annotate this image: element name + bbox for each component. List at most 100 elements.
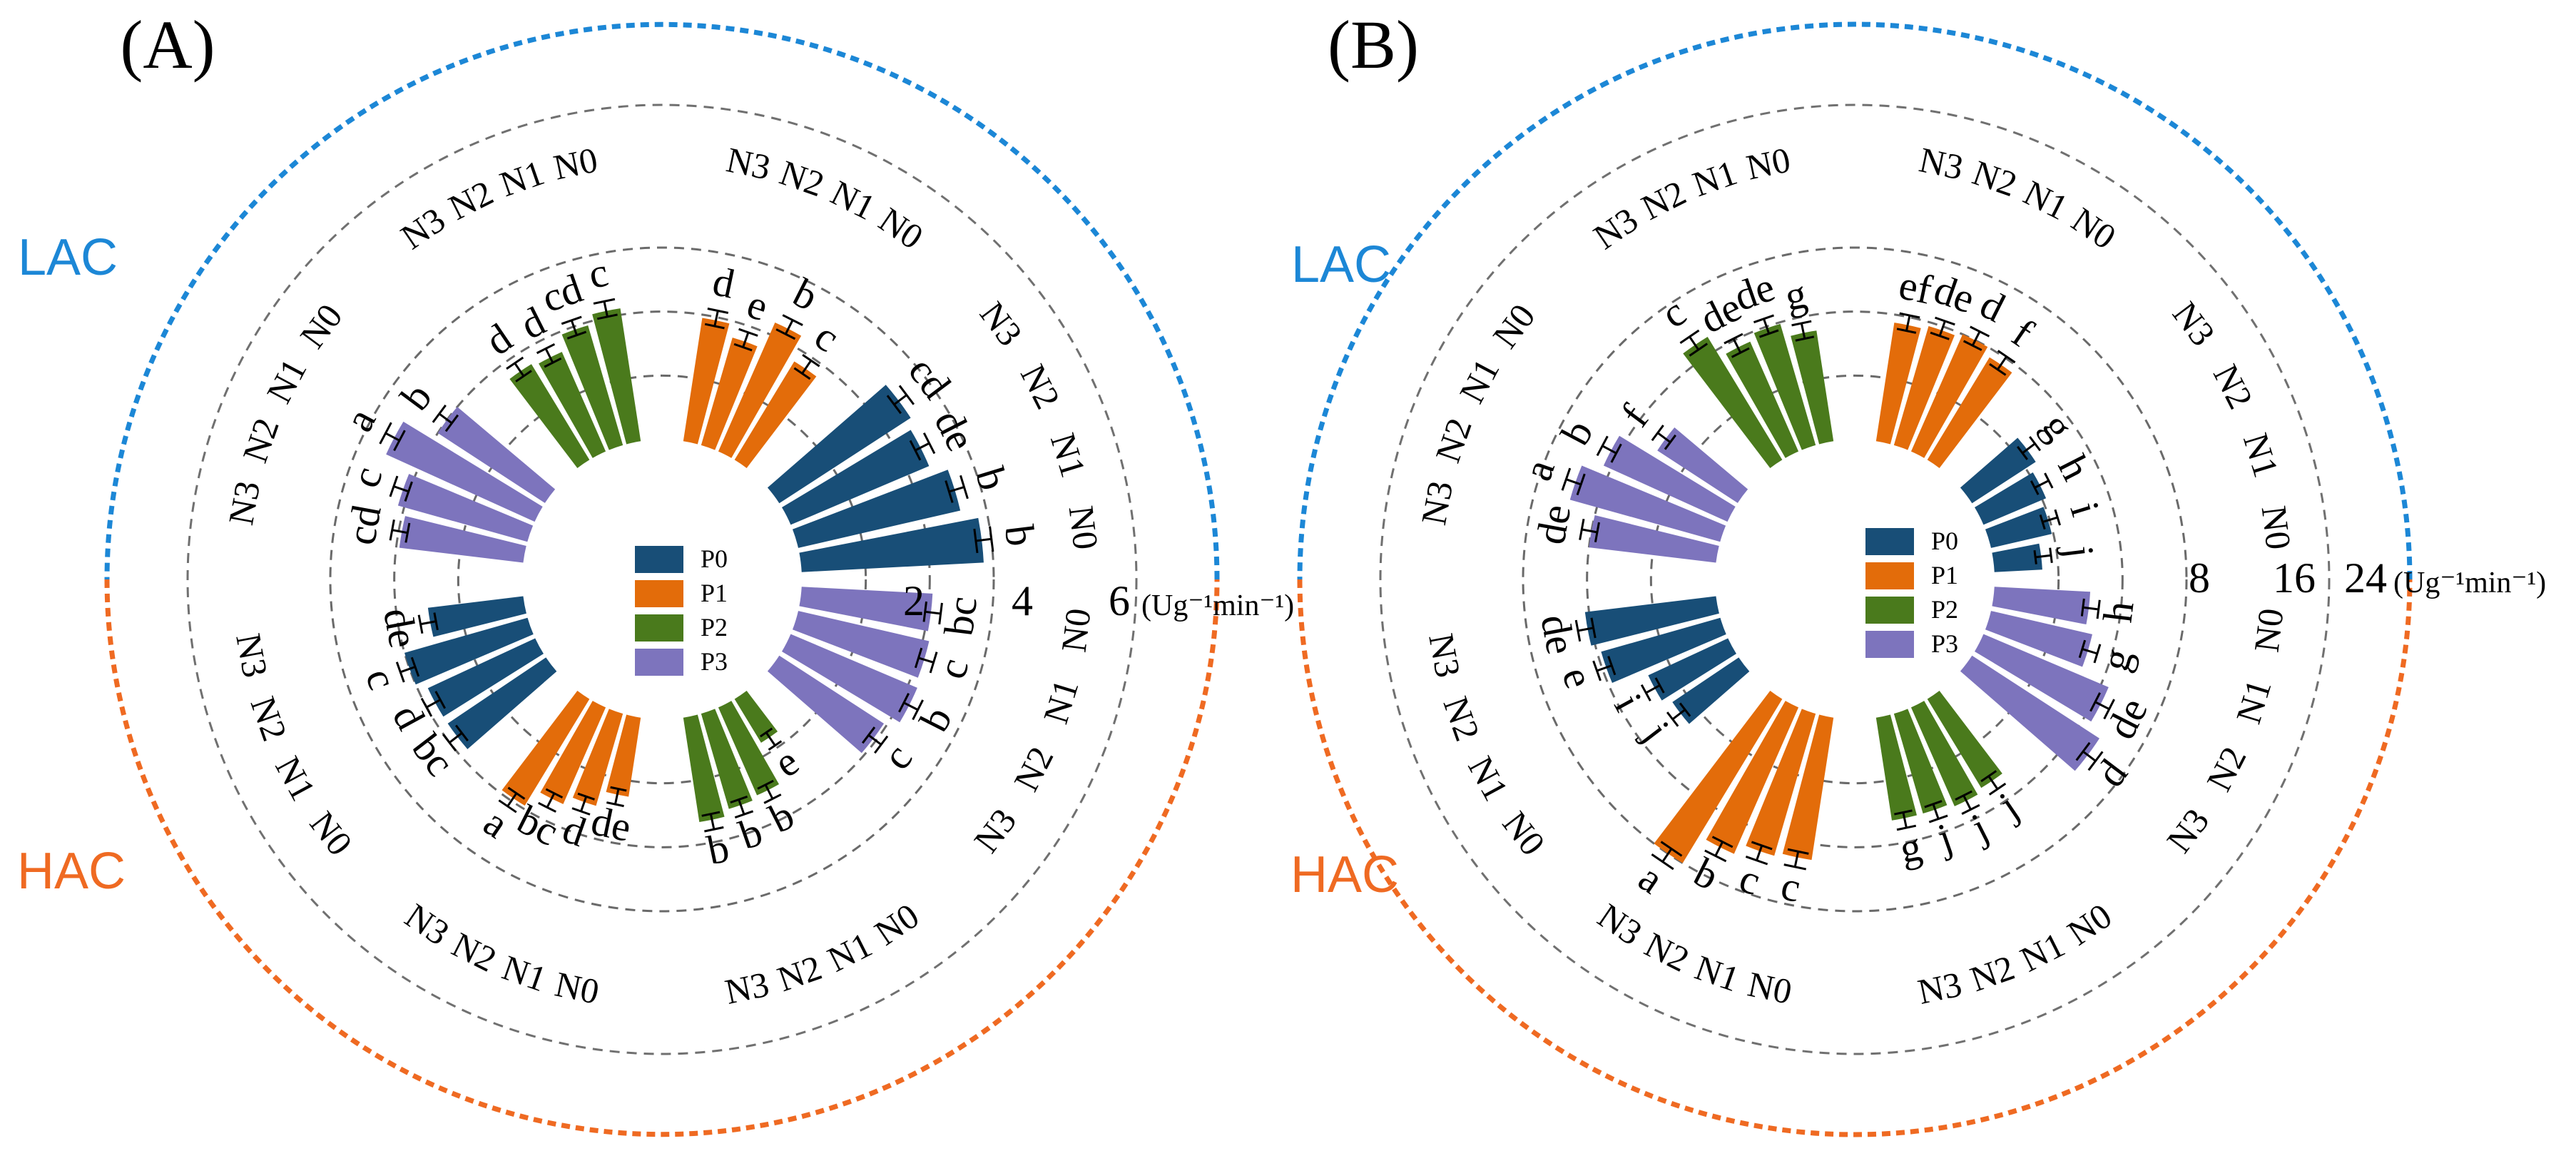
treatment-label: N3 <box>1916 139 1967 187</box>
error-bar-cap <box>1679 702 1691 717</box>
error-bar-cap <box>561 315 582 325</box>
grid-circle <box>1586 310 2124 848</box>
treatment-label: N3 <box>723 139 774 187</box>
bar-hac-p0-n1 <box>427 638 544 717</box>
significance-letter: g <box>2033 404 2082 448</box>
treatment-label: N3 <box>2165 294 2224 353</box>
legend-swatch-p3 <box>1865 631 1914 658</box>
error-bar <box>2034 480 2050 489</box>
error-bar-cap <box>454 724 469 741</box>
significance-letter: cd <box>536 265 588 321</box>
legend-swatch-p1 <box>1865 562 1914 589</box>
significance-letter: b <box>762 791 801 842</box>
error-bar-cap <box>768 740 783 751</box>
error-bar-cap <box>442 734 457 752</box>
bar-hac-p0-n0 <box>1672 657 1750 724</box>
unit-label: (Ug⁻¹min⁻¹) <box>2393 567 2546 599</box>
bar-lac-p2-n0 <box>1791 330 1834 445</box>
treatment-label: N2 <box>2199 740 2254 797</box>
error-bar <box>2042 516 2058 523</box>
error-bar <box>1732 338 1742 353</box>
significance-letter: b <box>910 699 961 739</box>
legend-swatch-p1 <box>635 580 683 607</box>
error-bar-cap <box>1651 853 1674 871</box>
error-bar-cap <box>1997 350 2016 364</box>
error-bar-cap <box>898 693 910 713</box>
bar-hac-p0-n3 <box>427 596 526 637</box>
error-bar-cap <box>596 313 618 320</box>
error-bar <box>742 332 750 348</box>
error-bar <box>1602 445 1617 455</box>
error-bar-cap <box>704 323 725 330</box>
bar-hac-p2-n2 <box>701 709 753 809</box>
error-bar-cap <box>701 811 721 817</box>
error-bar-cap <box>1988 782 2007 796</box>
legend-label-p0: P0 <box>1931 527 1958 555</box>
error-bar-cap <box>1679 329 1700 345</box>
treatment-label: N3 <box>1421 630 1468 680</box>
treatment-label: N0 <box>2246 606 2291 654</box>
significance-letter: b <box>1552 412 1602 452</box>
error-bar-cap <box>389 519 395 541</box>
error-bar-cap <box>1745 856 1768 866</box>
error-bar-cap <box>1930 331 1950 340</box>
error-bar <box>448 732 463 744</box>
error-bar-cap <box>1689 343 1709 357</box>
legend-swatch-p2 <box>635 614 683 642</box>
significance-letter: c <box>807 313 848 361</box>
error-bar-cap <box>1894 809 1913 816</box>
bar-lac-p0-n2 <box>782 430 930 525</box>
error-bar <box>603 300 609 317</box>
error-bar-cap <box>432 405 447 423</box>
grid-circle <box>457 374 867 785</box>
error-bar-cap <box>1666 711 1679 727</box>
lac-group-arc <box>1297 21 2413 580</box>
bar-lac-p2-n1 <box>561 325 623 450</box>
error-bar <box>1565 478 1582 486</box>
error-bar-cap <box>2054 509 2061 526</box>
error-bar-cap <box>395 661 405 683</box>
significance-letter: g <box>1895 823 1925 873</box>
error-bar <box>385 432 400 442</box>
error-bar-cap <box>757 779 774 790</box>
bar-hac-p2-n0 <box>1927 691 2002 789</box>
error-bar <box>2082 606 2099 611</box>
error-bar <box>713 310 719 327</box>
error-bar-cap <box>1640 684 1651 701</box>
error-bar-cap <box>707 308 729 314</box>
error-bar-cap <box>544 358 562 368</box>
treatment-label: N2 <box>1635 172 1692 228</box>
significance-letter: de <box>2097 690 2157 746</box>
significance-letter: a <box>1514 454 1564 487</box>
significance-letter: f <box>2004 310 2042 356</box>
significance-letter: b <box>733 808 768 858</box>
significance-letter: b <box>703 824 733 874</box>
treatment-label: N1 <box>2014 924 2071 980</box>
significance-letter: c <box>1777 862 1804 911</box>
error-bar-cap <box>433 612 439 631</box>
error-bar <box>1902 812 1908 828</box>
error-bar-cap <box>593 298 616 305</box>
error-bar <box>1905 315 1911 331</box>
treatment-label: N3 <box>394 199 452 257</box>
error-bar <box>1762 318 1771 334</box>
error-bar <box>801 360 813 375</box>
bar-lac-p2-n3 <box>1683 336 1783 468</box>
bar-hac-p2-n1 <box>1910 701 1978 806</box>
error-bar-cap <box>536 343 556 355</box>
error-bar-cap <box>775 328 796 340</box>
error-bar-cap <box>417 614 424 634</box>
error-bar <box>1581 528 1597 534</box>
treatment-label: N3 <box>721 964 772 1012</box>
error-bar-cap <box>1758 329 1779 338</box>
treatment-label: N2 <box>442 172 499 228</box>
error-bar <box>918 656 935 664</box>
significance-letter: de <box>925 402 984 458</box>
radial-tick-label: 8 <box>2189 554 2210 602</box>
error-bar-cap <box>1660 841 1683 857</box>
error-bar-cap <box>389 475 399 497</box>
treatment-label: N1 <box>825 172 882 228</box>
error-bar <box>1689 335 1699 350</box>
treatment-label: N3 <box>1591 896 1649 953</box>
